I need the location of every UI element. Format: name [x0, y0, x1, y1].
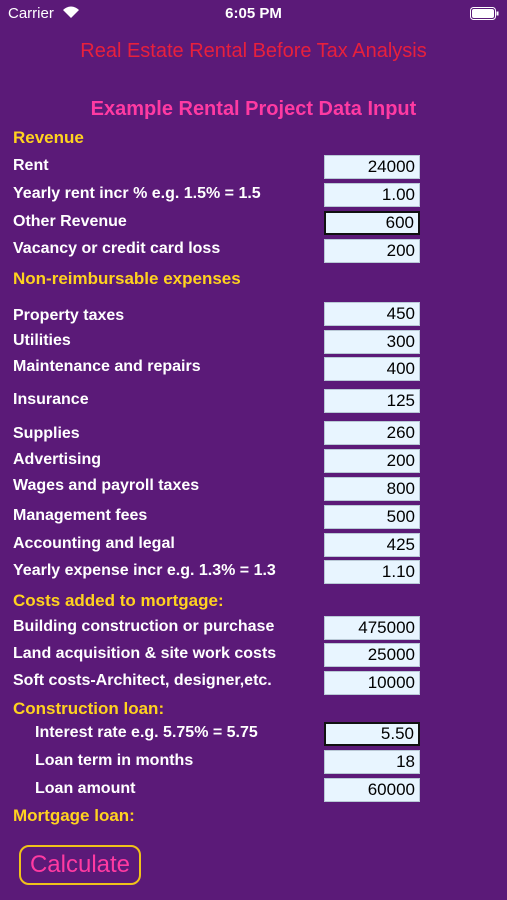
field-label: Rent [13, 157, 49, 174]
time: 6:05 PM [225, 5, 282, 22]
field-label: Management fees [13, 507, 148, 524]
field-input[interactable]: 1.10 [324, 560, 420, 584]
battery-icon [470, 7, 499, 20]
section-heading: Costs added to mortgage: [13, 591, 224, 610]
field-label: Wages and payroll taxes [13, 477, 200, 494]
field-input[interactable]: 800 [324, 477, 420, 501]
field-label: Vacancy or credit card loss [13, 240, 221, 257]
field-label: Other Revenue [13, 213, 127, 230]
field-input[interactable]: 1.00 [324, 183, 420, 207]
field-label: Yearly expense incr e.g. 1.3% = 1.3 [13, 562, 276, 579]
field-label: Utilities [13, 332, 71, 349]
field-label: Advertising [13, 451, 102, 468]
field-label: Loan amount [35, 780, 136, 797]
field-label: Building construction or purchase [13, 618, 275, 635]
app-title: Real Estate Rental Before Tax Analysis [80, 40, 427, 62]
section-heading: Construction loan: [13, 699, 165, 718]
field-input[interactable]: 500 [324, 505, 420, 529]
field-input[interactable]: 300 [324, 330, 420, 354]
field-input[interactable]: 600 [324, 211, 420, 235]
field-label: Soft costs-Architect, designer,etc. [13, 672, 272, 689]
field-label: Maintenance and repairs [13, 358, 201, 375]
field-input[interactable]: 10000 [324, 671, 420, 695]
field-label: Insurance [13, 391, 89, 408]
field-label: Yearly rent incr % e.g. 1.5% = 1.5 [13, 185, 261, 202]
subtitle: Example Rental Project Data Input [90, 98, 417, 120]
field-input[interactable]: 125 [324, 389, 420, 413]
field-input[interactable]: 60000 [324, 778, 420, 802]
field-label: Land acquisition & site work costs [13, 645, 277, 662]
carrier: Carrier [8, 5, 54, 22]
field-label: Interest rate e.g. 5.75% = 5.75 [35, 724, 258, 741]
field-input[interactable]: 24000 [324, 155, 420, 179]
section-heading: Mortgage loan: [13, 806, 135, 825]
wifi-icon [63, 6, 79, 18]
field-label: Loan term in months [35, 752, 194, 769]
field-input[interactable]: 200 [324, 449, 420, 473]
field-input[interactable]: 200 [324, 239, 420, 263]
field-input[interactable]: 475000 [324, 616, 420, 640]
section-heading: Non-reimbursable expenses [13, 269, 241, 288]
field-label: Property taxes [13, 307, 125, 324]
field-label: Supplies [13, 425, 80, 442]
field-input[interactable]: 425 [324, 533, 420, 557]
calculate-button[interactable]: Calculate [19, 845, 141, 885]
field-input[interactable]: 18 [324, 750, 420, 774]
field-input[interactable]: 450 [324, 302, 420, 326]
field-input[interactable]: 25000 [324, 643, 420, 667]
section-heading: Revenue [13, 128, 84, 147]
field-label: Accounting and legal [13, 535, 175, 552]
field-input[interactable]: 260 [324, 421, 420, 445]
field-input[interactable]: 5.50 [324, 722, 420, 746]
field-input[interactable]: 400 [324, 357, 420, 381]
